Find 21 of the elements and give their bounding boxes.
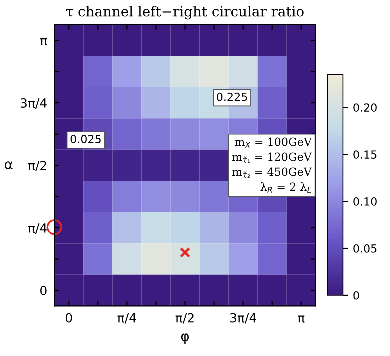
annotation: 0.025 [70,135,101,144]
y-tick-label: 0 [40,286,47,296]
annotation: 0.225 [217,92,248,102]
y-axis-title: α [5,162,13,170]
chart-title: τ channel left−right circular ratio [66,6,304,20]
color-bar-label: 0.10 [354,198,377,206]
y-tick-label: 3π/4 [20,98,47,109]
x-axis-title: φ [181,334,190,344]
y-tick-label: π [40,38,48,46]
x-tick-label: π/2 [176,313,194,324]
x-tick-label: π [298,316,305,323]
y-tick-label: π/2 [28,161,46,172]
x-tick-label: π/4 [118,313,136,324]
color-bar-label: 0.05 [354,244,377,253]
x-tick-label: 3π/4 [230,313,256,324]
color-bar-label: 0 [354,291,360,300]
color-bar-label: 0.15 [354,150,377,159]
text: m$_{X}$ = 100GeV m$_{τ̃₁}$ = 120GeV m$_{τ̃₂}$ = 450GeV λ$_{R}$ = 2 λ$_{L}$ [232,138,312,193]
y-tick-label: π/4 [28,224,47,234]
x-tick-label: 0 [66,313,72,323]
color-bar-label: 0.20 [354,104,377,112]
